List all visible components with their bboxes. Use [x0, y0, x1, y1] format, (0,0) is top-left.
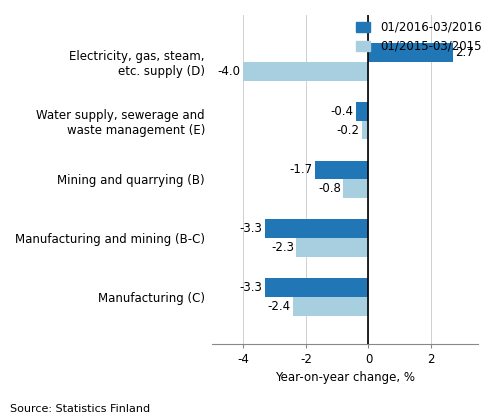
Bar [296, 238, 368, 257]
Bar [362, 121, 368, 139]
Bar [243, 62, 368, 81]
Bar [356, 102, 368, 121]
Text: -4.0: -4.0 [218, 65, 241, 78]
Text: -2.3: -2.3 [271, 241, 294, 254]
Bar [265, 278, 368, 297]
Bar [344, 179, 368, 198]
Text: 2.7: 2.7 [456, 46, 474, 59]
Text: -0.2: -0.2 [337, 124, 360, 136]
Text: -0.8: -0.8 [318, 182, 341, 195]
Text: -2.4: -2.4 [268, 300, 291, 313]
Bar [368, 43, 453, 62]
Text: Source: Statistics Finland: Source: Statistics Finland [10, 404, 150, 414]
Text: -0.4: -0.4 [330, 105, 353, 118]
Text: -3.3: -3.3 [240, 281, 263, 294]
Bar [265, 219, 368, 238]
Text: -1.7: -1.7 [289, 163, 313, 176]
Text: -3.3: -3.3 [240, 222, 263, 235]
Bar [293, 297, 368, 316]
Legend: 01/2016-03/2016, 01/2015-03/2015: 01/2016-03/2016, 01/2015-03/2015 [356, 21, 482, 53]
Bar [315, 161, 368, 179]
X-axis label: Year-on-year change, %: Year-on-year change, % [275, 371, 415, 384]
